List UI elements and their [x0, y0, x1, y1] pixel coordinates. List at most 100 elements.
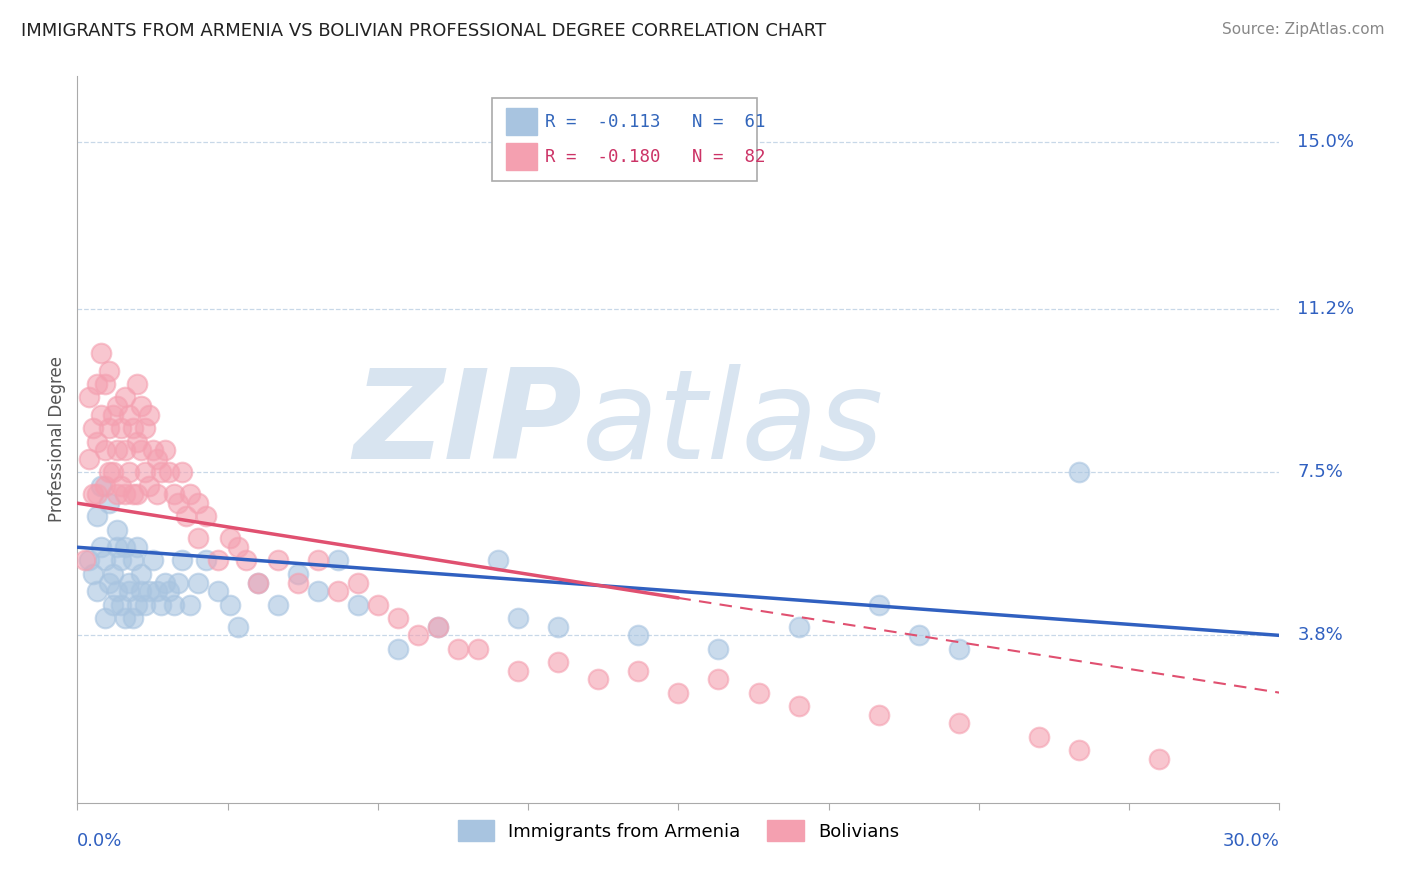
Point: [90, 346, 112, 360]
Point: [90, 541, 112, 555]
Text: R =  -0.113   N =  61: R = -0.113 N = 61: [546, 112, 765, 130]
Point: [287, 566, 309, 581]
Point: [127, 377, 149, 392]
Text: 15.0%: 15.0%: [1298, 133, 1354, 151]
Point: [166, 496, 188, 510]
Text: IMMIGRANTS FROM ARMENIA VS BOLIVIAN PROFESSIONAL DEGREE CORRELATION CHART: IMMIGRANTS FROM ARMENIA VS BOLIVIAN PROF…: [21, 22, 827, 40]
Point: [122, 421, 145, 435]
Text: Source: ZipAtlas.com: Source: ZipAtlas.com: [1222, 22, 1385, 37]
Point: [118, 575, 141, 590]
Point: [707, 673, 730, 687]
Point: [162, 598, 184, 612]
Point: [98, 421, 121, 435]
Point: [307, 584, 329, 599]
Point: [326, 584, 349, 599]
Point: [114, 443, 136, 458]
Point: [150, 466, 173, 480]
Point: [79, 452, 101, 467]
Point: [103, 566, 125, 581]
Point: [118, 584, 141, 599]
Point: [186, 496, 209, 510]
Point: [218, 532, 240, 546]
Point: [86, 487, 108, 501]
Point: [122, 611, 145, 625]
Point: [166, 575, 188, 590]
Point: [131, 566, 153, 581]
Point: [98, 575, 121, 590]
Point: [787, 619, 810, 633]
Point: [103, 408, 125, 422]
Point: [194, 509, 217, 524]
Point: [146, 487, 169, 501]
Point: [134, 598, 156, 612]
Point: [103, 598, 125, 612]
Point: [86, 509, 108, 524]
Point: [131, 399, 153, 413]
Point: [246, 575, 269, 590]
Point: [107, 487, 129, 501]
Point: [131, 443, 153, 458]
Point: [98, 496, 121, 510]
Point: [367, 598, 389, 612]
Point: [134, 421, 156, 435]
Point: [107, 443, 129, 458]
Point: [134, 466, 156, 480]
Text: 3.8%: 3.8%: [1298, 626, 1343, 644]
Point: [150, 598, 173, 612]
Y-axis label: Professional Degree: Professional Degree: [48, 356, 66, 523]
Text: 30.0%: 30.0%: [1223, 832, 1279, 850]
Point: [114, 487, 136, 501]
Point: [114, 611, 136, 625]
Point: [447, 641, 470, 656]
Point: [146, 452, 169, 467]
Point: [138, 584, 160, 599]
Point: [107, 541, 129, 555]
Point: [110, 421, 132, 435]
Point: [107, 523, 129, 537]
Point: [948, 716, 970, 731]
Point: [868, 598, 890, 612]
Point: [94, 443, 117, 458]
Bar: [506, 143, 537, 170]
Point: [547, 655, 569, 669]
Point: [387, 641, 409, 656]
FancyBboxPatch shape: [492, 97, 756, 181]
Point: [194, 553, 217, 567]
Point: [94, 611, 117, 625]
Point: [138, 478, 160, 492]
Point: [235, 553, 257, 567]
Point: [155, 575, 177, 590]
Point: [547, 619, 569, 633]
Text: ZIP: ZIP: [353, 364, 582, 485]
Point: [627, 664, 650, 678]
Point: [142, 443, 165, 458]
Point: [98, 364, 121, 378]
Point: [114, 391, 136, 405]
Point: [122, 487, 145, 501]
Point: [138, 408, 160, 422]
Point: [110, 598, 132, 612]
Point: [159, 584, 181, 599]
Point: [427, 619, 450, 633]
Point: [79, 553, 101, 567]
Point: [146, 584, 169, 599]
Point: [107, 584, 129, 599]
Point: [118, 408, 141, 422]
Point: [508, 664, 530, 678]
Point: [218, 598, 240, 612]
Point: [103, 466, 125, 480]
Point: [207, 553, 229, 567]
Point: [326, 553, 349, 567]
Bar: [506, 108, 537, 136]
Point: [114, 541, 136, 555]
Point: [267, 598, 290, 612]
Point: [508, 611, 530, 625]
Point: [127, 541, 149, 555]
Point: [90, 408, 112, 422]
Point: [1069, 743, 1091, 757]
Point: [668, 686, 690, 700]
Point: [1069, 466, 1091, 480]
Point: [170, 466, 193, 480]
Point: [179, 598, 201, 612]
Point: [486, 553, 509, 567]
